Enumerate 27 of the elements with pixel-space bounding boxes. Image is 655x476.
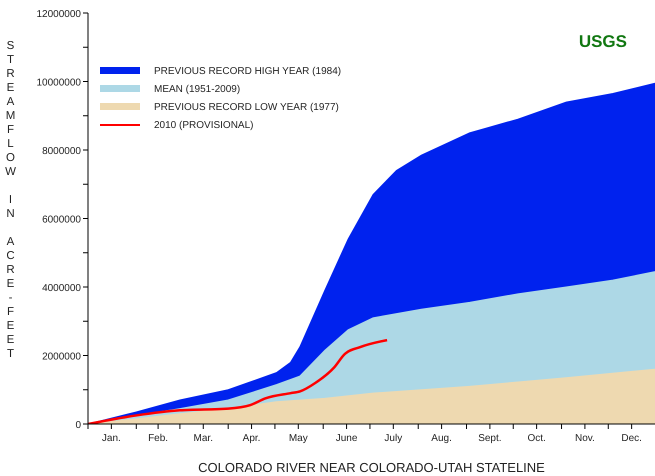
x-tick-label: Mar. [194, 433, 213, 444]
x-tick-label: July [384, 433, 402, 444]
x-tick-label: Feb. [148, 433, 168, 444]
y-axis-title: STREAMFLOW IN ACRE-FEET [4, 40, 16, 362]
x-axis-title: COLORADO RIVER NEAR COLORADO-UTAH STATELINE [198, 460, 546, 475]
x-tick-label: Nov. [574, 433, 595, 444]
y-tick-label: 10000000 [36, 78, 82, 88]
x-tick-label: Dec. [621, 433, 642, 444]
x-tick-label: Oct. [527, 433, 546, 444]
x-tick-label: June [336, 433, 358, 444]
y-tick-label: 2000000 [42, 352, 82, 362]
legend-label: PREVIOUS RECORD HIGH YEAR (1984) [154, 66, 342, 76]
y-tick-label: 12000000 [36, 9, 82, 20]
annotation: USGS [578, 32, 627, 52]
x-tick-label: Aug. [431, 433, 452, 444]
y-tick-label: 0 [75, 420, 82, 431]
y-tick-label: 4000000 [42, 283, 82, 294]
y-tick-label: 8000000 [42, 146, 82, 157]
line-series [88, 338, 388, 424]
y-tick-label: 6000000 [42, 214, 82, 226]
x-tick-label: May [288, 433, 308, 444]
x-tick-label: Apr. [242, 433, 260, 444]
legend-label: MEAN (1951-2009) [154, 84, 240, 94]
legend-label: 2010 (PROVISIONAL) [154, 120, 254, 130]
x-tick-label: Jan. [102, 433, 121, 444]
legend-label: PREVIOUS RECORD LOW YEAR (1977) [154, 102, 339, 112]
x-tick-label: Sept. [478, 433, 502, 444]
